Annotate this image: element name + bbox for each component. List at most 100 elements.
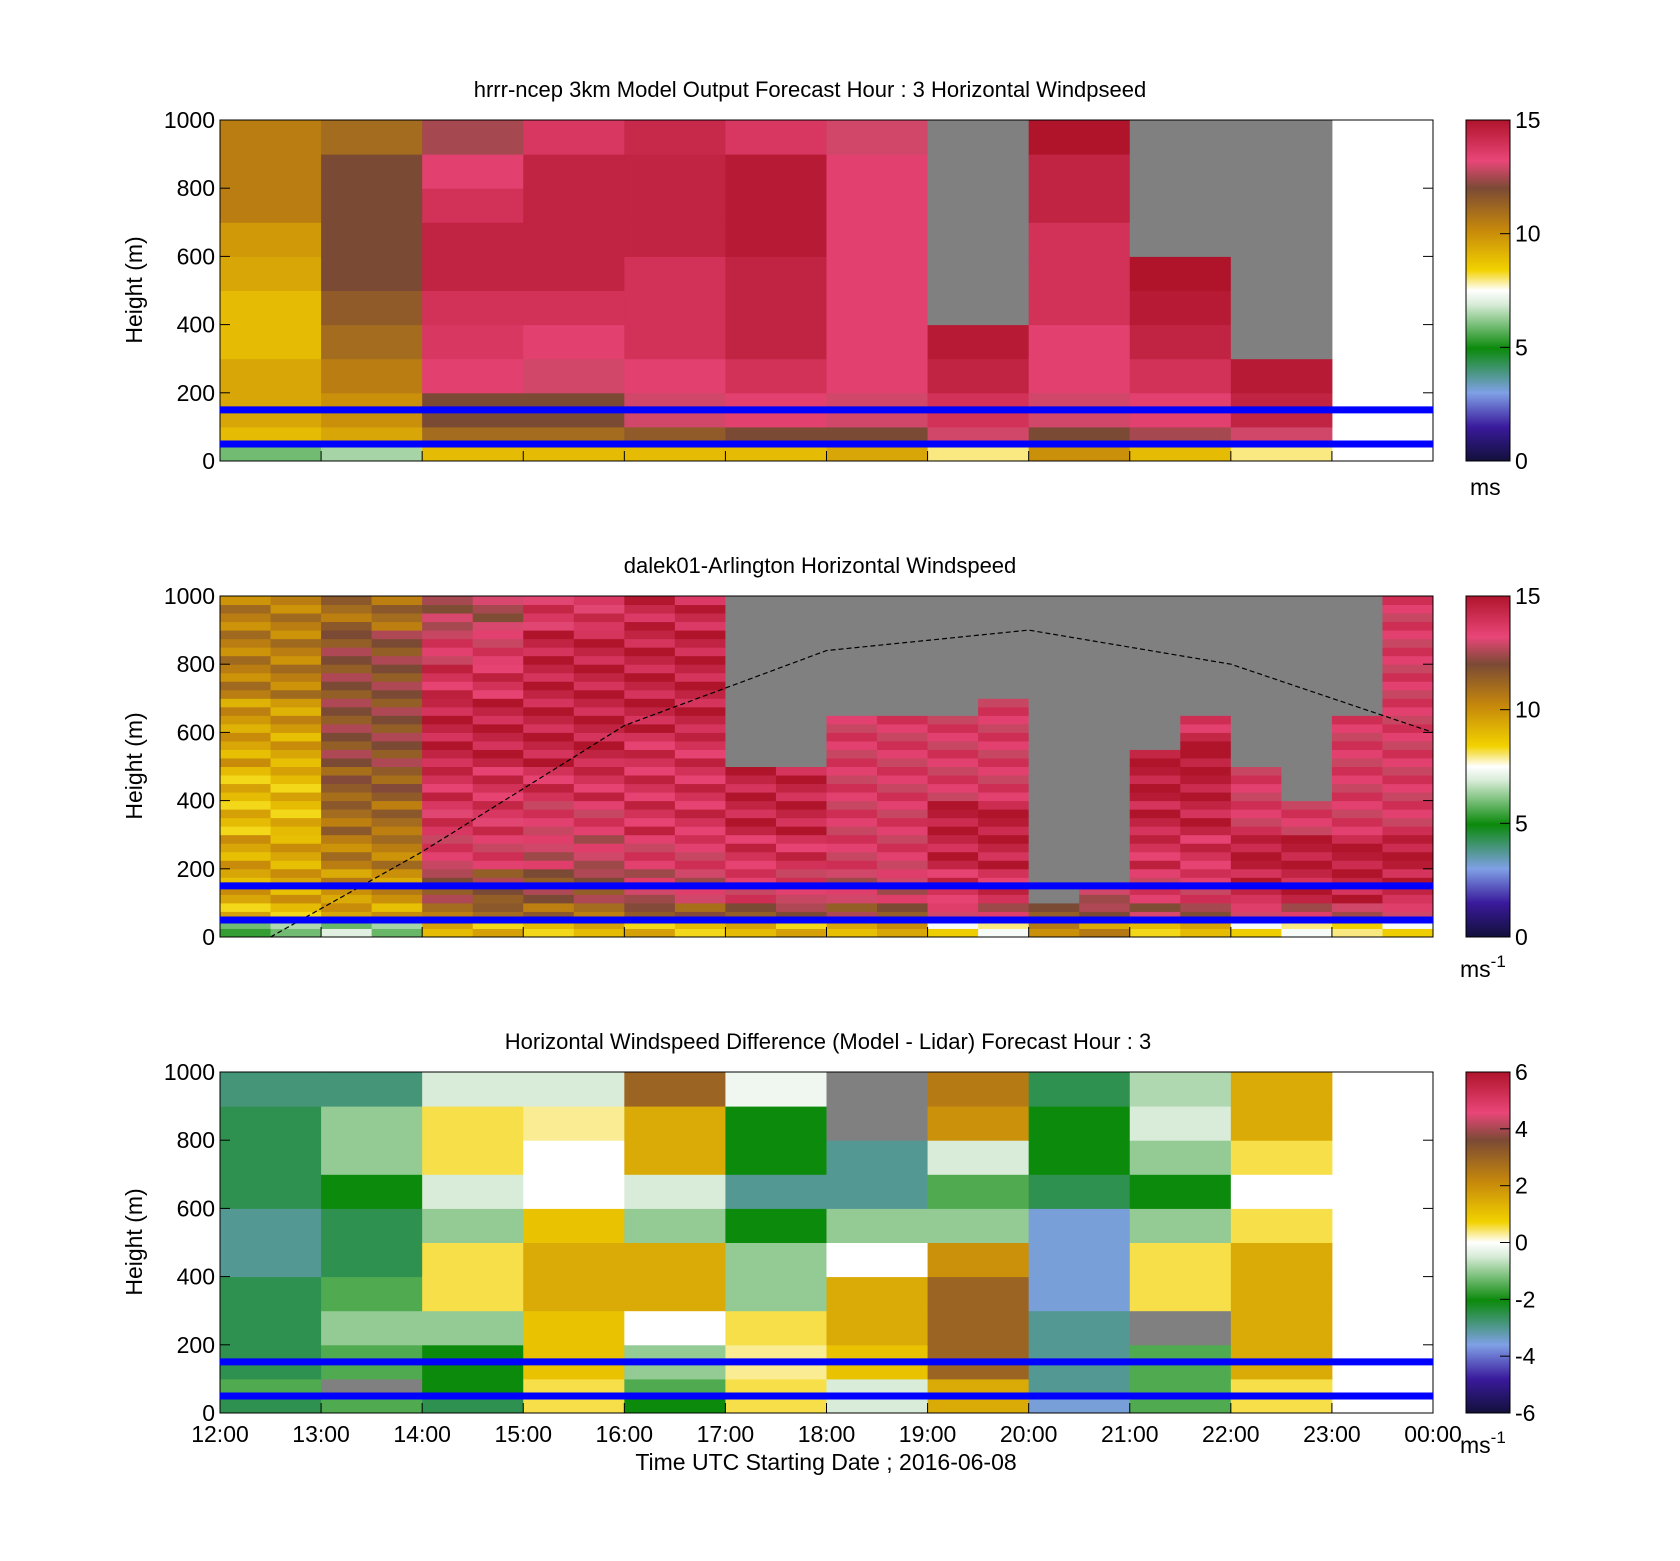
- lidar-windspeed-cell: [1129, 766, 1181, 776]
- lidar-windspeed-cell: [1382, 706, 1434, 716]
- lidar-windspeed-cell: [220, 698, 272, 708]
- panel-lidar-colorbar-unit-exp: -1: [1491, 952, 1506, 971]
- lidar-windspeed-cell: [523, 911, 575, 921]
- lidar-windspeed-cell: [1180, 613, 1232, 623]
- lidar-windspeed-cell: [472, 800, 524, 810]
- model-windspeed-cell: [1028, 358, 1131, 394]
- difference-cell: [624, 1276, 726, 1312]
- lidar-windspeed-cell: [1079, 766, 1131, 776]
- difference-cell: [725, 1106, 827, 1141]
- lidar-windspeed-cell: [1028, 757, 1080, 767]
- lidar-windspeed-cell: [725, 604, 777, 614]
- lidar-windspeed-cell: [1028, 817, 1080, 827]
- lidar-windspeed-cell: [1079, 723, 1131, 733]
- model-windspeed-cell: [1129, 290, 1232, 326]
- lidar-windspeed-cell: [1230, 647, 1282, 657]
- lidar-windspeed-cell: [1230, 732, 1282, 742]
- lidar-windspeed-cell: [220, 919, 272, 929]
- lidar-windspeed-cell: [1129, 868, 1181, 878]
- lidar-windspeed-cell: [978, 902, 1030, 912]
- lidar-windspeed-cell: [1028, 928, 1080, 938]
- lidar-windspeed-cell: [725, 783, 777, 793]
- lidar-windspeed-cell: [1281, 860, 1333, 870]
- lidar-windspeed-cell: [321, 749, 373, 759]
- model-windspeed-cell: [220, 324, 322, 360]
- lidar-windspeed-cell: [826, 809, 878, 819]
- difference-cell: [1028, 1310, 1131, 1346]
- lidar-windspeed-cell: [472, 860, 524, 870]
- lidar-windspeed-cell: [826, 817, 878, 827]
- lidar-windspeed-cell: [624, 885, 676, 895]
- lidar-windspeed-cell: [927, 715, 979, 725]
- lidar-windspeed-cell: [877, 902, 929, 912]
- lidar-windspeed-cell: [1028, 877, 1080, 887]
- lidar-windspeed-cell: [523, 877, 575, 887]
- lidar-windspeed-cell: [1382, 843, 1434, 853]
- panel-model-heatmap: [220, 120, 1333, 462]
- model-windspeed-cell: [725, 426, 827, 445]
- lidar-windspeed-cell: [573, 689, 625, 699]
- lidar-windspeed-cell: [877, 723, 929, 733]
- lidar-windspeed-cell: [573, 792, 625, 802]
- lidar-windspeed-cell: [422, 664, 474, 674]
- lidar-windspeed-cell: [270, 877, 322, 887]
- lidar-windspeed-cell: [927, 894, 979, 904]
- lidar-windspeed-cell: [1331, 792, 1383, 802]
- lidar-windspeed-cell: [978, 919, 1030, 929]
- panel-model-colorbar-unit: ms: [1470, 474, 1501, 500]
- lidar-windspeed-cell: [1129, 860, 1181, 870]
- lidar-windspeed-cell: [321, 630, 373, 640]
- lidar-windspeed-cell: [1028, 826, 1080, 836]
- lidar-windspeed-cell: [523, 885, 575, 895]
- lidar-windspeed-cell: [1281, 689, 1333, 699]
- lidar-windspeed-cell: [270, 706, 322, 716]
- lidar-windspeed-cell: [1079, 783, 1131, 793]
- difference-cell: [1230, 1310, 1333, 1346]
- lidar-windspeed-cell: [927, 826, 979, 836]
- lidar-windspeed-cell: [371, 715, 423, 725]
- lidar-windspeed-cell: [472, 596, 524, 606]
- lidar-windspeed-cell: [422, 621, 474, 631]
- difference-cell: [220, 1140, 322, 1175]
- lidar-windspeed-cell: [927, 817, 979, 827]
- lidar-windspeed-cell: [422, 749, 474, 759]
- lidar-windspeed-cell: [826, 928, 878, 938]
- lidar-windspeed-cell: [220, 613, 272, 623]
- lidar-windspeed-cell: [270, 672, 322, 682]
- y-tick-label: 800: [177, 651, 215, 677]
- lidar-windspeed-cell: [422, 809, 474, 819]
- lidar-windspeed-cell: [523, 766, 575, 776]
- lidar-windspeed-cell: [978, 885, 1030, 895]
- lidar-windspeed-cell: [775, 613, 827, 623]
- lidar-windspeed-cell: [1281, 681, 1333, 691]
- lidar-windspeed-cell: [371, 885, 423, 895]
- lidar-windspeed-cell: [826, 894, 878, 904]
- lidar-windspeed-cell: [978, 630, 1030, 640]
- lidar-windspeed-cell: [624, 664, 676, 674]
- lidar-windspeed-cell: [321, 809, 373, 819]
- lidar-windspeed-cell: [321, 766, 373, 776]
- lidar-windspeed-cell: [573, 783, 625, 793]
- lidar-windspeed-cell: [1180, 911, 1232, 921]
- difference-cell: [321, 1174, 423, 1209]
- lidar-windspeed-cell: [877, 792, 929, 802]
- lidar-windspeed-cell: [624, 902, 676, 912]
- lidar-windspeed-cell: [978, 715, 1030, 725]
- lidar-windspeed-cell: [978, 775, 1030, 785]
- colorbar-tick-label: 15: [1515, 107, 1541, 133]
- model-windspeed-cell: [927, 188, 1030, 223]
- model-windspeed-cell: [927, 290, 1030, 326]
- lidar-windspeed-cell: [978, 877, 1030, 887]
- difference-cell: [725, 1378, 827, 1397]
- lidar-windspeed-cell: [725, 757, 777, 767]
- lidar-windspeed-cell: [523, 919, 575, 929]
- lidar-windspeed-cell: [1079, 826, 1131, 836]
- colorbar-tick-label: 0: [1515, 924, 1528, 950]
- lidar-windspeed-cell: [1180, 834, 1232, 844]
- lidar-windspeed-cell: [1079, 715, 1131, 725]
- lidar-windspeed-cell: [1281, 766, 1333, 776]
- lidar-windspeed-cell: [877, 851, 929, 861]
- lidar-windspeed-cell: [270, 740, 322, 750]
- model-windspeed-cell: [321, 290, 423, 326]
- lidar-windspeed-cell: [1180, 715, 1232, 725]
